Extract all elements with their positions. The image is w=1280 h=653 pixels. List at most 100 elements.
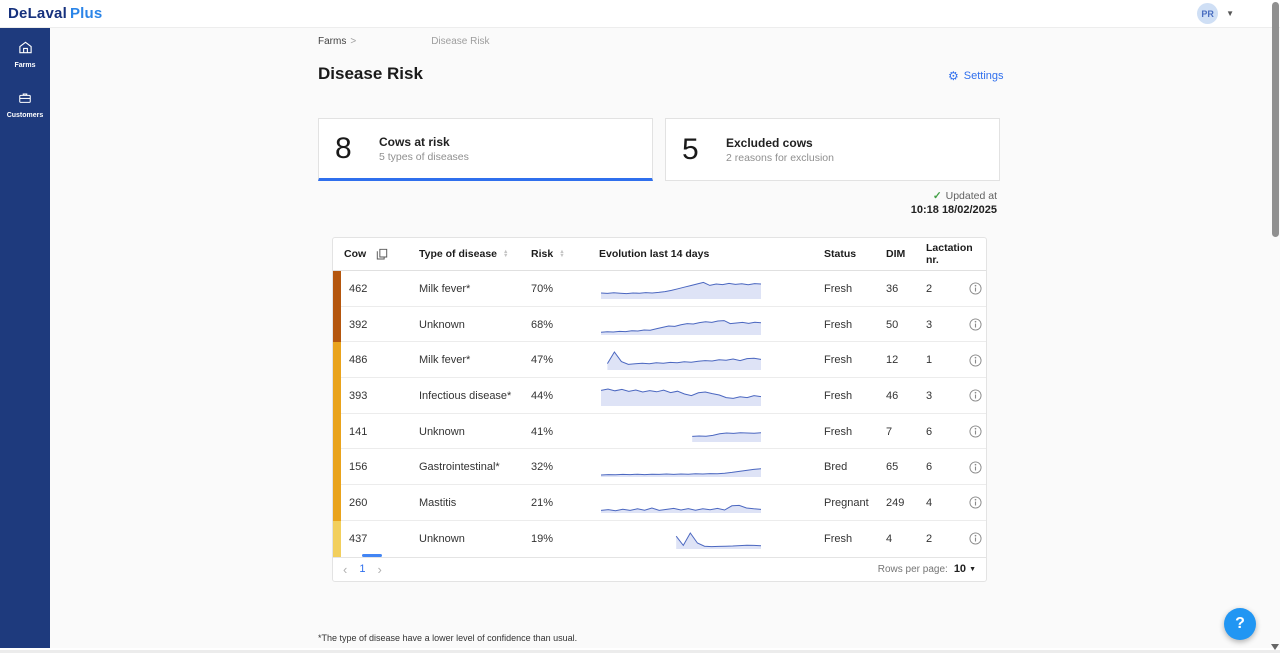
next-page-button[interactable]: › (377, 562, 381, 577)
info-icon (969, 318, 982, 331)
cow-info-button[interactable] (963, 425, 988, 438)
vertical-scrollbar[interactable] (1270, 0, 1280, 653)
cell-risk: 32% (526, 461, 594, 473)
col-dim-label: DIM (886, 248, 905, 260)
info-icon (969, 532, 982, 545)
cell-status: Bred (819, 461, 881, 473)
cell-disease: Gastrointestinal* (414, 461, 526, 473)
page-title: Disease Risk (318, 64, 423, 84)
briefcase-icon (18, 91, 32, 110)
cell-status: Fresh (819, 390, 881, 402)
cell-evolution (594, 528, 819, 550)
risk-sparkline (601, 421, 761, 443)
risk-level-bar (333, 307, 341, 343)
cell-dim: 50 (881, 319, 921, 331)
sort-icon[interactable]: ▲▼ (559, 250, 564, 259)
cell-dim: 46 (881, 390, 921, 402)
page-number[interactable]: 1 (359, 563, 365, 575)
sort-icon[interactable]: ▲▼ (503, 250, 508, 259)
table-row[interactable]: 141Unknown41%Fresh76 (333, 414, 986, 450)
cell-lactation: 2 (921, 533, 963, 545)
settings-button[interactable]: ⚙ Settings (948, 70, 1004, 82)
sidebar-item-customers[interactable]: Customers (0, 91, 50, 119)
top-header: DeLavalPlus PR ▼ (0, 0, 1280, 28)
cell-risk: 70% (526, 283, 594, 295)
cow-info-button[interactable] (963, 496, 988, 509)
help-button[interactable]: ? (1224, 608, 1256, 640)
risk-level-bar (333, 449, 341, 485)
cow-info-button[interactable] (963, 282, 988, 295)
risk-sparkline (601, 314, 761, 336)
rows-per-page-select[interactable]: 10 ▼ (954, 563, 976, 575)
table-row[interactable]: 393Infectious disease*44%Fresh463 (333, 378, 986, 414)
table-footer: ‹ 1 › Rows per page: 10 ▼ (333, 557, 986, 581)
app-logo: DeLavalPlus (8, 5, 102, 22)
gear-icon: ⚙ (948, 70, 959, 82)
logo-accent: Plus (70, 5, 102, 22)
cell-status: Pregnant (819, 497, 881, 509)
table-body: 462Milk fever*70%Fresh362392Unknown68%Fr… (333, 271, 986, 557)
breadcrumb-farms[interactable]: Farms (318, 36, 346, 47)
chevron-down-icon[interactable]: ▼ (1226, 9, 1234, 18)
cell-disease: Unknown (414, 319, 526, 331)
cow-info-button[interactable] (963, 389, 988, 402)
cows-at-risk-table: Cow Type of disease ▲▼ Risk ▲▼ Evolution… (332, 237, 987, 582)
info-icon (969, 354, 982, 367)
pagination: ‹ 1 › (343, 562, 382, 577)
table-row[interactable]: 392Unknown68%Fresh503 (333, 307, 986, 343)
cell-evolution (594, 314, 819, 336)
scroll-down-arrow-icon[interactable] (1271, 644, 1279, 650)
vertical-scrollbar-thumb[interactable] (1272, 2, 1279, 237)
col-lactation: Lactation nr. (921, 242, 963, 266)
user-menu[interactable]: PR ▼ (1197, 3, 1234, 24)
cell-status: Fresh (819, 354, 881, 366)
cell-disease: Infectious disease* (414, 390, 526, 402)
rows-per-page: Rows per page: 10 ▼ (878, 563, 976, 575)
cell-lactation: 6 (921, 461, 963, 473)
col-risk[interactable]: Risk ▲▼ (526, 248, 594, 260)
cell-risk: 68% (526, 319, 594, 331)
risk-level-bar (333, 342, 341, 378)
cell-cow: 260 (341, 497, 414, 509)
risk-sparkline (601, 385, 761, 407)
cow-info-button[interactable] (963, 461, 988, 474)
updated-at: ✓Updated at 10:18 18/02/2025 (697, 190, 997, 216)
tab-excluded-cows[interactable]: 5 Excluded cows 2 reasons for exclusion (665, 118, 1000, 181)
breadcrumb: Farms>Disease Risk (318, 36, 490, 47)
cell-disease: Milk fever* (414, 354, 526, 366)
col-disease[interactable]: Type of disease ▲▼ (414, 248, 526, 260)
horizontal-scrollbar-thumb[interactable] (362, 554, 382, 557)
copy-icon[interactable] (376, 248, 388, 260)
table-row[interactable]: 462Milk fever*70%Fresh362 (333, 271, 986, 307)
cell-evolution (594, 349, 819, 371)
updated-timestamp: 10:18 18/02/2025 (697, 204, 997, 216)
sidebar: Farms Customers (0, 28, 50, 648)
prev-page-button[interactable]: ‹ (343, 562, 347, 577)
table-row[interactable]: 260Mastitis21%Pregnant2494 (333, 485, 986, 521)
cows-at-risk-count: 8 (335, 132, 379, 166)
sidebar-item-farms[interactable]: Farms (0, 40, 50, 69)
cell-risk: 19% (526, 533, 594, 545)
table-row[interactable]: 156Gastrointestinal*32%Bred656 (333, 449, 986, 485)
cow-info-button[interactable] (963, 354, 988, 367)
cow-info-button[interactable] (963, 318, 988, 331)
cell-lactation: 2 (921, 283, 963, 295)
col-evolution: Evolution last 14 days (594, 248, 819, 260)
table-row[interactable]: 437Unknown19%Fresh42 (333, 521, 986, 557)
cell-cow: 486 (341, 354, 414, 366)
info-icon (969, 282, 982, 295)
risk-level-bar (333, 271, 341, 307)
tab-cows-at-risk[interactable]: 8 Cows at risk 5 types of diseases (318, 118, 653, 181)
cell-status: Fresh (819, 533, 881, 545)
table-row[interactable]: 486Milk fever*47%Fresh121 (333, 342, 986, 378)
cell-risk: 44% (526, 390, 594, 402)
table-header: Cow Type of disease ▲▼ Risk ▲▼ Evolution… (333, 238, 986, 271)
cell-risk: 21% (526, 497, 594, 509)
cell-dim: 12 (881, 354, 921, 366)
cow-info-button[interactable] (963, 532, 988, 545)
col-status-label: Status (824, 248, 856, 260)
breadcrumb-current: Disease Risk (431, 36, 489, 47)
avatar[interactable]: PR (1197, 3, 1218, 24)
cell-evolution (594, 421, 819, 443)
cell-cow: 437 (341, 533, 414, 545)
